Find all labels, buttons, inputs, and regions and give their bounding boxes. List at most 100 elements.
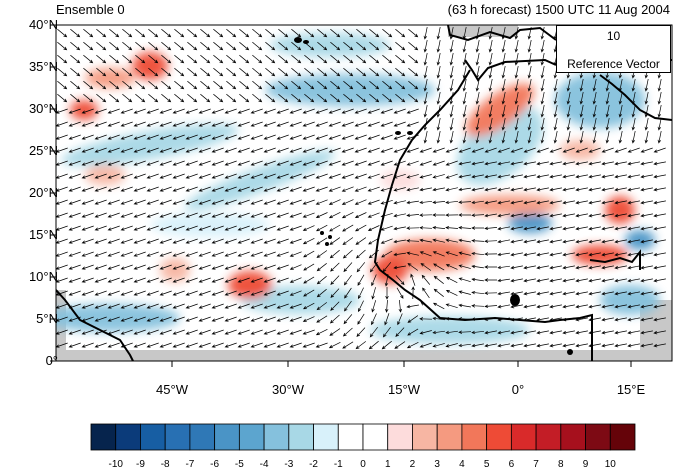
wind-vector <box>120 212 133 218</box>
wind-vector <box>289 342 302 348</box>
wind-vector <box>328 341 341 349</box>
wind-vector <box>70 41 81 51</box>
wind-vector <box>330 80 341 90</box>
wind-vector <box>146 290 159 296</box>
wind-vector <box>653 304 666 309</box>
wind-vector <box>146 173 159 179</box>
wind-vector <box>341 186 354 192</box>
wind-vector <box>640 239 653 244</box>
wind-vector <box>174 80 185 90</box>
wind-vector <box>356 80 367 90</box>
wind-vector <box>250 173 263 179</box>
wind-vector <box>70 54 81 64</box>
wind-vector <box>94 134 107 140</box>
wind-vector <box>436 40 441 53</box>
colorbar-tick-label: 10 <box>604 459 616 470</box>
wind-vector <box>198 290 211 296</box>
colorbar-swatch <box>510 423 537 451</box>
wind-vector <box>523 291 536 296</box>
wind-vector <box>198 121 211 127</box>
wind-vector <box>385 287 389 300</box>
wind-vector <box>276 264 289 270</box>
x-tick-label: 30°W <box>272 382 304 397</box>
wind-vector <box>484 265 497 269</box>
wind-vector <box>198 173 211 179</box>
wind-vector <box>458 317 472 321</box>
wind-vector <box>354 212 367 218</box>
wind-vector <box>278 41 289 51</box>
wind-vector <box>510 213 523 218</box>
wind-vector <box>510 174 523 179</box>
wind-vector <box>120 277 133 283</box>
wind-vector <box>187 67 198 77</box>
wind-vector <box>549 187 562 192</box>
x-tick-label: 15°W <box>388 382 420 397</box>
wind-vector <box>146 316 159 322</box>
wind-vector <box>640 200 653 205</box>
wind-vector <box>497 252 510 257</box>
wind-vector <box>226 28 237 38</box>
wind-vector <box>549 330 562 335</box>
wind-vector <box>224 238 237 244</box>
wind-vector <box>549 343 562 348</box>
wind-vector <box>510 304 523 309</box>
wind-vector <box>510 161 523 166</box>
wind-vector <box>133 212 146 218</box>
wind-vector <box>614 304 627 309</box>
wind-vector <box>211 186 224 192</box>
wind-vector <box>640 161 653 166</box>
wind-vector <box>575 265 588 270</box>
wind-vector <box>433 288 444 297</box>
colorbar-swatch <box>436 423 463 451</box>
wind-vector <box>395 54 406 64</box>
wind-vector <box>523 213 536 218</box>
wind-vector <box>211 147 224 153</box>
wind-vector <box>317 28 328 38</box>
wind-vector <box>107 225 120 231</box>
wind-vector <box>328 160 341 166</box>
wind-vector <box>278 28 289 38</box>
wind-vector <box>302 342 315 348</box>
wind-vector <box>536 330 549 335</box>
wind-vector <box>605 131 610 144</box>
wind-vector <box>354 186 367 192</box>
wind-vector <box>380 238 393 244</box>
wind-vector <box>187 54 198 64</box>
wind-vector <box>81 290 94 296</box>
wind-vector <box>367 225 380 231</box>
wind-vector <box>172 212 185 218</box>
wind-vector <box>423 118 428 131</box>
wind-vector <box>211 251 224 257</box>
wind-vector <box>605 118 610 131</box>
wind-vector <box>523 278 536 283</box>
wind-vector <box>146 251 159 257</box>
wind-vector <box>549 317 562 322</box>
wind-vector <box>510 278 523 283</box>
wind-vector <box>562 239 575 244</box>
wind-vector <box>406 213 420 218</box>
wind-vector <box>211 342 224 348</box>
wind-vector <box>627 239 640 244</box>
wind-vector <box>304 80 315 90</box>
wind-vector <box>96 41 107 51</box>
wind-vector <box>211 199 224 205</box>
wind-vector <box>109 93 120 103</box>
wind-vector <box>146 329 159 335</box>
colorbar-tick-label: 2 <box>409 459 416 470</box>
wind-vector <box>81 329 94 335</box>
wind-vector <box>57 93 68 103</box>
wind-vector <box>341 173 354 179</box>
wind-vector <box>211 238 224 244</box>
wind-vector <box>407 328 419 336</box>
wind-vector <box>653 252 666 257</box>
wind-vector <box>315 134 328 140</box>
wind-vector <box>436 79 441 92</box>
wind-vector <box>367 173 380 179</box>
wind-vector <box>562 304 575 309</box>
wind-vector <box>605 79 610 92</box>
wind-vector <box>120 173 133 179</box>
wind-vector <box>213 67 224 77</box>
wind-vector <box>70 28 81 38</box>
wind-vector <box>302 225 315 231</box>
wind-vector <box>200 41 211 51</box>
